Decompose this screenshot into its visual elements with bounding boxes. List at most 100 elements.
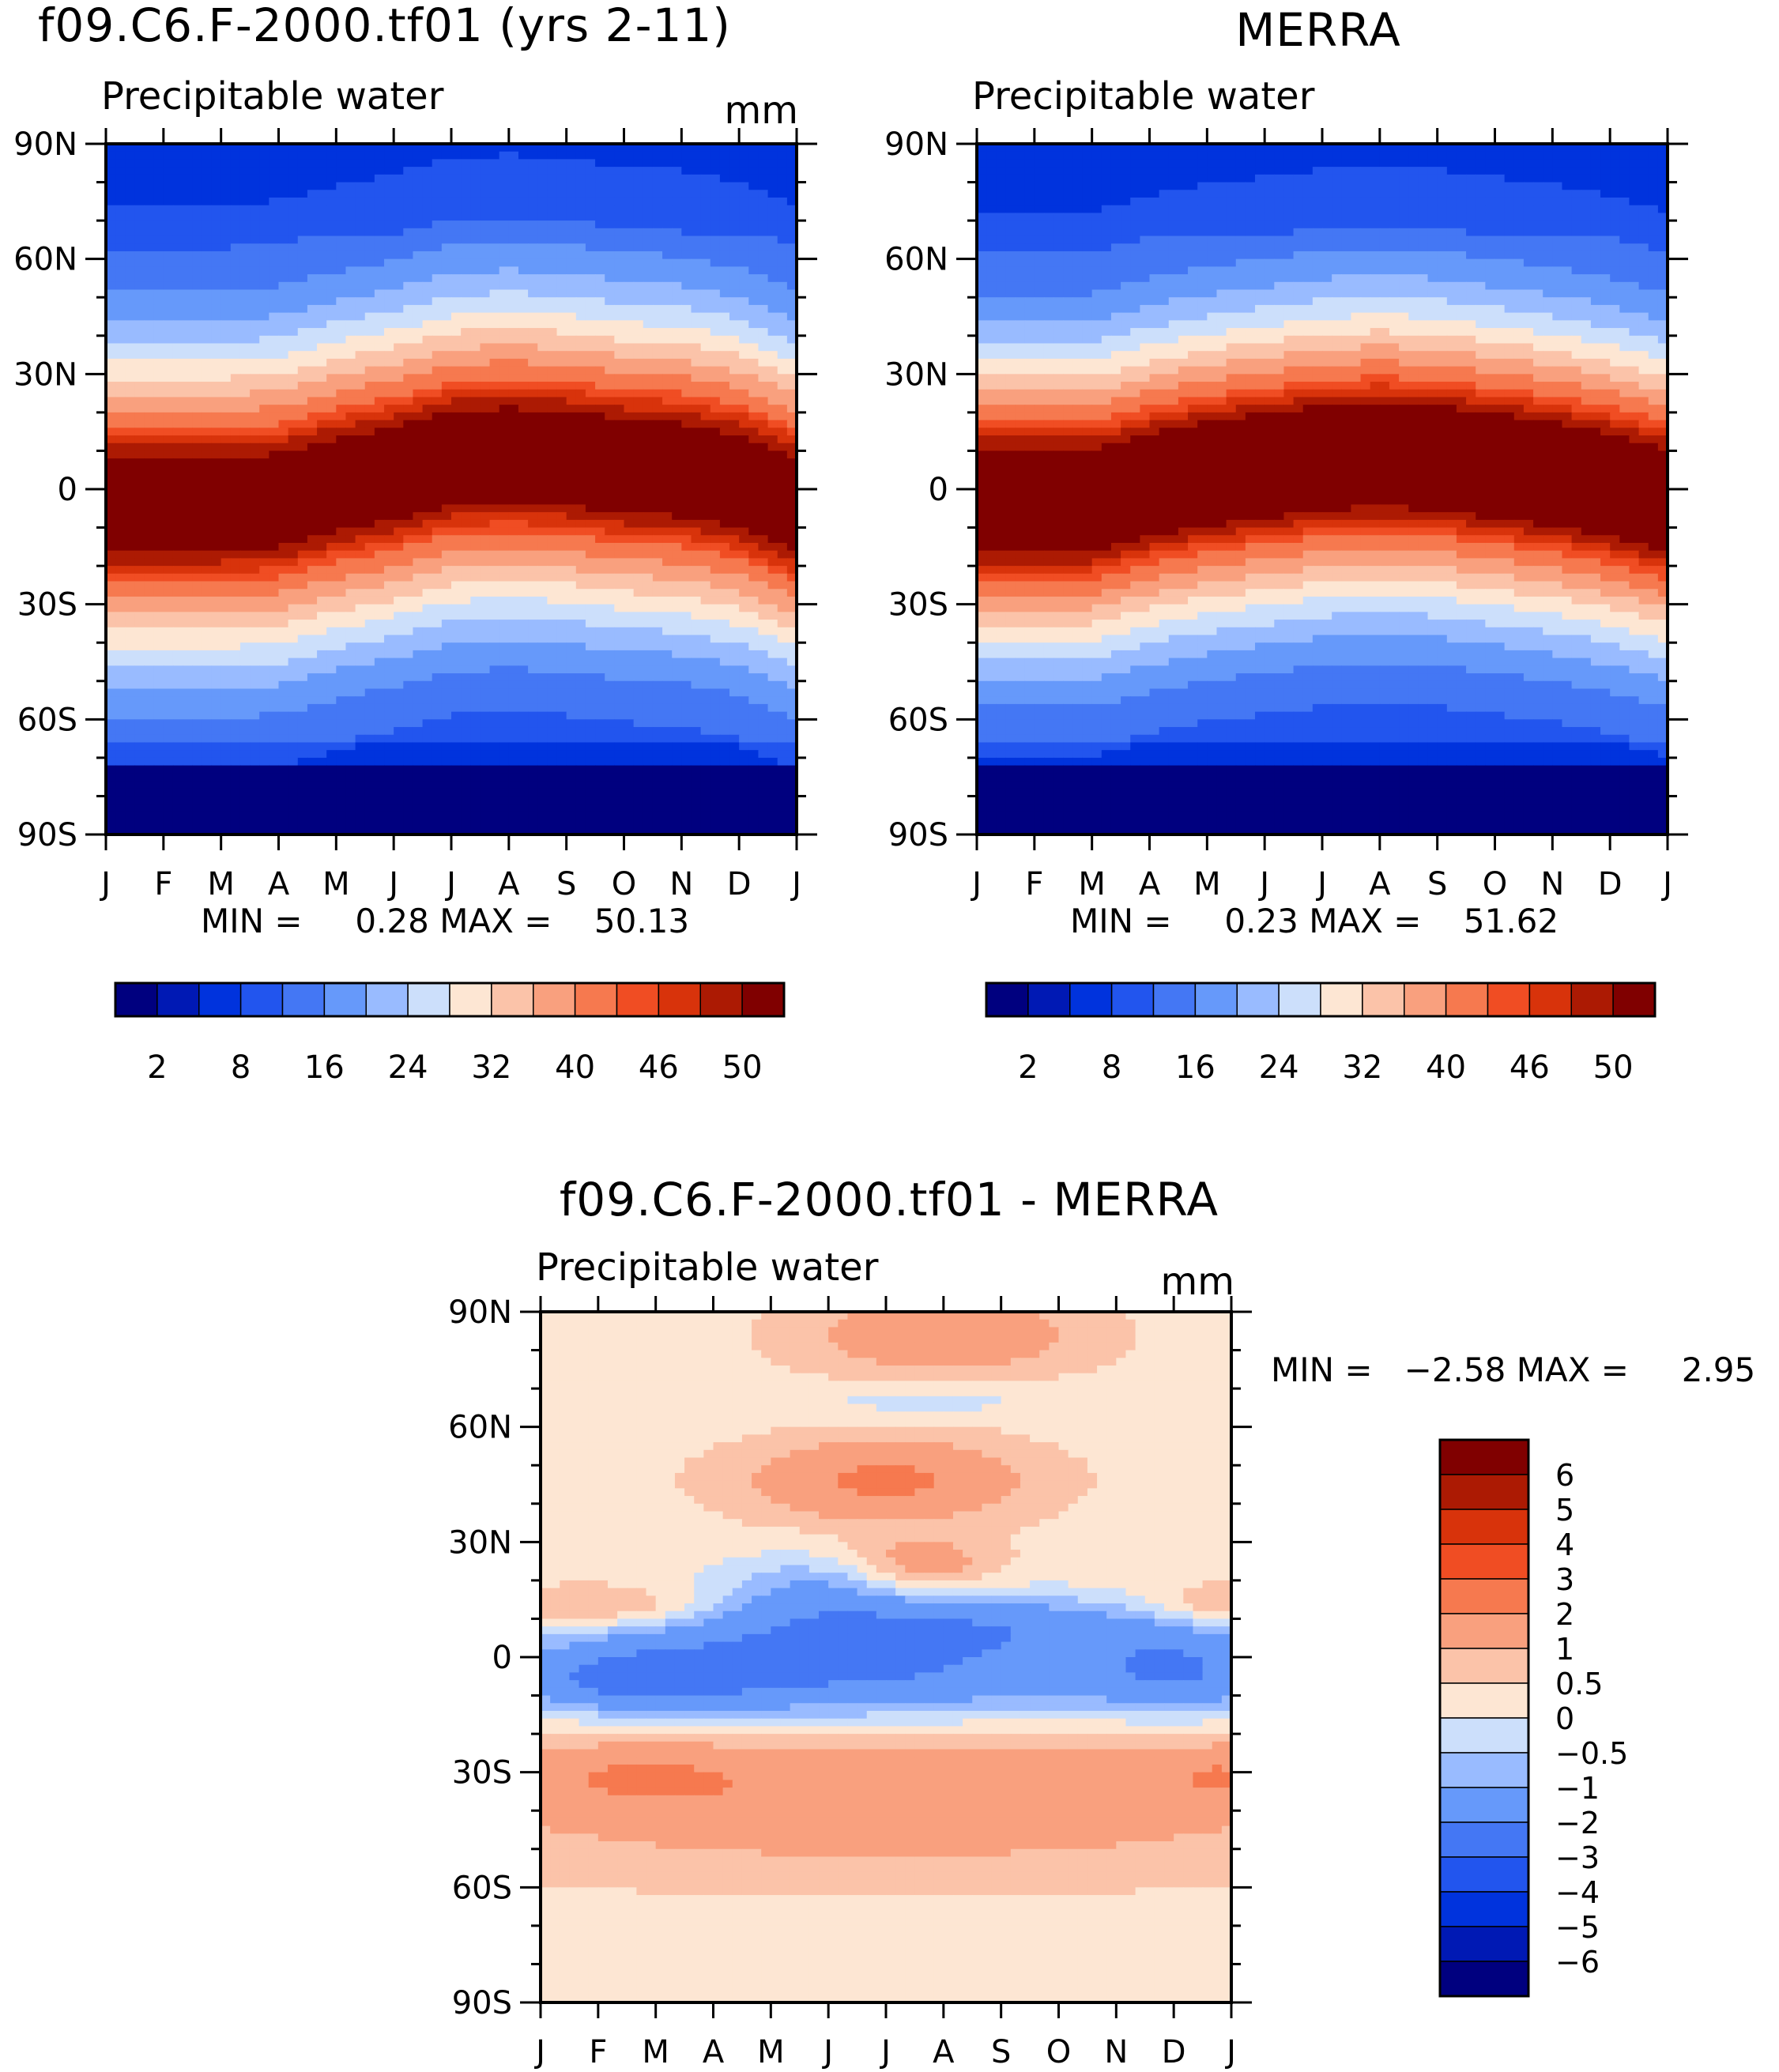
field-cell	[777, 581, 788, 590]
field-cell	[441, 190, 452, 198]
field-cell	[239, 266, 251, 275]
field-cell	[163, 550, 174, 559]
field-cell	[595, 635, 605, 643]
field-cell	[220, 197, 232, 206]
field-cell	[499, 428, 510, 436]
field-cell	[239, 642, 251, 651]
field-cell	[297, 443, 308, 452]
field-cell	[394, 197, 404, 206]
field-cell	[211, 243, 222, 252]
field-cell	[153, 465, 164, 475]
field-cell	[413, 220, 424, 229]
field-cell	[508, 320, 519, 329]
field-cell	[336, 504, 347, 513]
field-cell	[748, 343, 759, 352]
field-cell	[239, 281, 251, 291]
field-cell	[163, 366, 174, 375]
field-cell	[605, 504, 615, 513]
field-cell	[566, 159, 577, 168]
field-cell	[125, 374, 136, 382]
field-cell	[259, 481, 269, 490]
field-cell	[317, 620, 327, 628]
field-cell	[672, 320, 682, 329]
field-cell	[489, 604, 500, 612]
field-cell	[163, 304, 174, 314]
field-cell	[556, 581, 567, 590]
field-cell	[278, 558, 289, 567]
field-cell	[432, 335, 443, 345]
field-cell	[364, 167, 375, 175]
field-cell	[528, 312, 538, 321]
field-cell	[700, 328, 711, 337]
field-cell	[614, 167, 625, 175]
field-cell	[480, 527, 491, 536]
field-cell	[432, 635, 443, 643]
field-cell	[269, 382, 280, 390]
field-cell	[230, 519, 241, 529]
field-cell	[364, 504, 375, 513]
field-cell	[470, 151, 481, 160]
field-cell	[134, 550, 145, 559]
field-cell	[394, 312, 404, 321]
field-cell	[163, 657, 174, 666]
field-cell	[192, 358, 202, 367]
field-cell	[758, 190, 769, 198]
field-cell	[384, 635, 394, 643]
field-cell	[355, 581, 366, 590]
field-cell	[499, 512, 510, 521]
field-cell	[585, 213, 596, 221]
field-cell	[633, 665, 644, 674]
field-cell	[432, 320, 443, 329]
field-cell	[719, 627, 730, 636]
field-cell	[719, 312, 730, 321]
field-cell	[239, 443, 251, 452]
field-cell	[767, 228, 778, 237]
field-cell	[374, 481, 385, 490]
field-cell	[710, 228, 721, 237]
field-cell	[729, 405, 740, 413]
field-cell	[394, 566, 404, 575]
field-cell	[451, 435, 462, 444]
field-cell	[575, 266, 586, 275]
field-cell	[595, 535, 605, 544]
field-cell	[518, 596, 529, 605]
field-cell	[432, 481, 443, 490]
field-cell	[470, 435, 481, 444]
field-cell	[556, 190, 567, 198]
field-cell	[422, 504, 433, 513]
field-cell	[662, 235, 673, 244]
field-cell	[413, 657, 424, 666]
field-cell	[259, 443, 269, 452]
field-cell	[451, 235, 462, 244]
panel-model: f09.C6.F-2000.tf01 (yrs 2-11) Precipitab…	[13, 0, 817, 1086]
field-cell	[672, 197, 682, 206]
field-cell	[106, 550, 116, 559]
field-cell	[374, 604, 385, 612]
field-cell	[115, 604, 126, 612]
field-cell	[575, 665, 586, 674]
field-cell	[470, 281, 481, 291]
field-cell	[422, 197, 433, 206]
field-cell	[355, 258, 366, 267]
field-cell	[681, 650, 692, 659]
field-cell	[394, 665, 404, 674]
field-cell	[700, 435, 711, 444]
field-cell	[518, 312, 529, 321]
field-cell	[729, 351, 740, 360]
field-cell	[643, 581, 654, 590]
field-cell	[691, 389, 702, 398]
field-cell	[758, 465, 769, 475]
field-cell	[748, 443, 759, 452]
field-cell	[422, 612, 433, 620]
field-cell	[499, 627, 510, 636]
field-cell	[489, 581, 500, 590]
field-cell	[307, 673, 318, 682]
field-cell	[777, 428, 788, 436]
field-cell	[326, 535, 337, 544]
field-cell	[422, 351, 433, 360]
field-cell	[508, 627, 519, 636]
field-cell	[739, 190, 749, 198]
field-cell	[326, 627, 337, 636]
field-cell	[278, 304, 289, 314]
field-cell	[470, 519, 481, 529]
